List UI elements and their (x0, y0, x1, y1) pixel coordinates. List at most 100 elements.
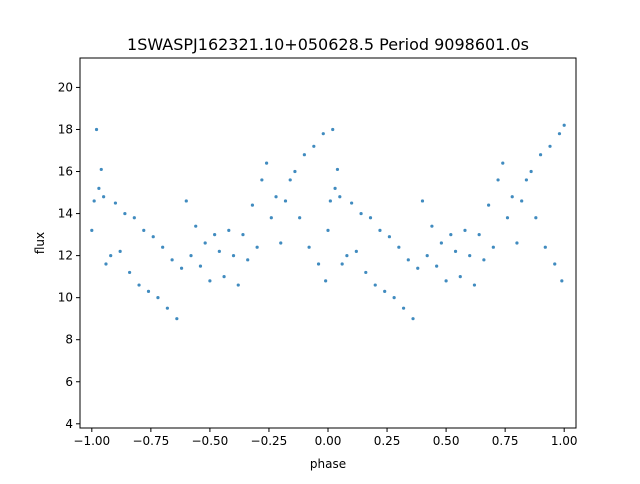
data-point (179, 266, 184, 270)
chart-title: 1SWASPJ162321.10+050628.5 Period 9098601… (127, 35, 529, 54)
y-tick-label: 20 (58, 80, 73, 94)
x-tick-label: −1.00 (73, 434, 110, 448)
data-point (161, 245, 165, 249)
data-point (520, 199, 524, 203)
data-point (97, 186, 101, 190)
data-point (279, 241, 283, 245)
data-point (491, 245, 495, 249)
data-point (236, 283, 240, 287)
data-point (548, 144, 552, 148)
y-tick-label: 12 (58, 249, 73, 263)
data-point (340, 262, 344, 266)
x-tick-label: 0.25 (374, 434, 401, 448)
data-point (123, 211, 127, 216)
data-point (264, 161, 269, 165)
data-point (529, 169, 533, 174)
data-point (227, 228, 231, 232)
data-point (435, 264, 439, 268)
data-point (430, 224, 434, 228)
y-tick-label: 4 (65, 417, 73, 431)
data-point (368, 216, 373, 220)
data-point (444, 279, 448, 283)
data-point (335, 167, 340, 172)
x-tick-label: 0.75 (492, 434, 519, 448)
data-point (109, 254, 113, 258)
data-point (515, 241, 519, 245)
x-tick-label: 0.50 (433, 434, 460, 448)
data-point (241, 232, 245, 237)
data-point (92, 199, 96, 203)
data-point (246, 258, 250, 262)
data-point (458, 275, 462, 279)
data-point (383, 289, 387, 293)
data-point (562, 123, 566, 127)
data-point (128, 270, 132, 275)
y-tick-label: 10 (58, 291, 73, 305)
y-axis-label: flux (33, 232, 47, 254)
data-point (269, 216, 273, 220)
data-point (90, 228, 94, 232)
data-point (553, 262, 557, 266)
data-point (118, 249, 122, 254)
data-point (397, 245, 401, 249)
data-point (146, 289, 151, 293)
data-point (151, 235, 155, 239)
data-point (453, 249, 458, 254)
y-tick-label: 14 (58, 207, 73, 221)
x-axis: −1.00 −0.75 −0.50 −0.25 0.00 0.25 0.50 0.75 1.00 (73, 428, 578, 448)
data-point (338, 195, 342, 199)
data-point (217, 249, 221, 254)
data-point (439, 241, 443, 245)
x-tick-label: −0.25 (251, 434, 288, 448)
data-point (425, 254, 429, 258)
data-point (312, 144, 316, 148)
data-point (298, 216, 302, 220)
x-axis-label: phase (310, 457, 346, 471)
data-point (184, 199, 188, 203)
data-point (293, 169, 297, 174)
y-axis: 4 6 8 10 12 14 16 18 20 (58, 80, 80, 431)
data-point (406, 258, 410, 262)
data-point (331, 127, 335, 132)
data-point (99, 167, 103, 172)
data-point (482, 258, 486, 262)
data-point (307, 245, 311, 249)
data-point (354, 249, 358, 254)
x-tick-label: −0.75 (132, 434, 169, 448)
data-point (463, 228, 467, 232)
data-point (175, 317, 179, 321)
data-point (194, 224, 198, 228)
data-point (208, 279, 212, 283)
data-point (392, 296, 396, 300)
data-point (534, 216, 538, 220)
y-tick-label: 6 (65, 375, 73, 389)
data-point (213, 232, 217, 237)
data-point (557, 132, 562, 136)
data-point (132, 216, 136, 220)
data-point (510, 195, 514, 199)
points-layer (90, 123, 566, 321)
data-point (496, 178, 500, 182)
data-point (378, 228, 382, 232)
data-point (321, 132, 325, 136)
data-point (250, 203, 255, 207)
data-point (222, 275, 226, 279)
data-point (345, 254, 349, 258)
data-point (156, 296, 160, 300)
data-point (364, 270, 368, 275)
y-tick-label: 18 (58, 122, 73, 136)
data-point (316, 262, 321, 266)
data-point (411, 317, 415, 321)
data-point (524, 178, 529, 182)
data-point (274, 195, 278, 199)
data-point (387, 235, 392, 239)
data-point (165, 306, 169, 310)
data-point (401, 306, 406, 310)
data-point (359, 211, 363, 216)
data-point (113, 201, 118, 205)
data-point (472, 283, 477, 287)
x-tick-label: 0.00 (315, 434, 342, 448)
data-point (283, 199, 288, 203)
